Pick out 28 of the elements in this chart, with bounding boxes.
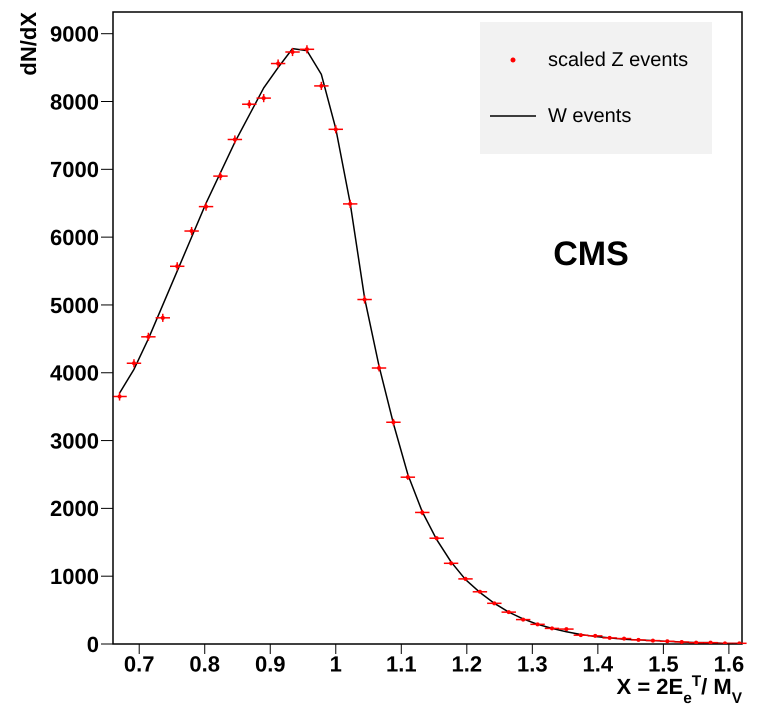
x-tick-label: 1	[330, 652, 342, 677]
point	[190, 229, 194, 234]
point	[362, 298, 367, 302]
y-tick-label: 3000	[50, 428, 99, 454]
y-axis-title: dN/dX	[16, 12, 41, 76]
x-tick-label: 0.7	[124, 652, 155, 677]
x-tick-label: 1.4	[582, 652, 614, 677]
y-tick-label: 8000	[50, 89, 99, 114]
annotation: CMS	[553, 234, 629, 273]
y-tick-label: 0	[86, 632, 99, 657]
y-tick-label: 4000	[50, 360, 99, 386]
x-tick-label: 0.9	[254, 652, 286, 677]
y-tick-label: 2000	[50, 496, 99, 522]
point	[276, 62, 280, 66]
legend-label: scaled Z events	[548, 48, 688, 72]
x-tick-label: 1.1	[386, 652, 417, 677]
y-tick-label: 7000	[50, 157, 99, 182]
legend-label: W events	[548, 104, 632, 128]
point	[290, 50, 295, 54]
x-tick-label: 1.2	[452, 652, 482, 677]
point	[232, 137, 237, 142]
point	[118, 394, 122, 398]
x-tick-label: 1.3	[517, 652, 548, 677]
y-tick-label: 5000	[50, 292, 99, 318]
y-tick-label: 9000	[50, 22, 99, 47]
x-tick-label: 0.8	[189, 652, 220, 677]
y-tick-label: 6000	[50, 224, 99, 250]
y-tick-label: 1000	[50, 564, 99, 589]
